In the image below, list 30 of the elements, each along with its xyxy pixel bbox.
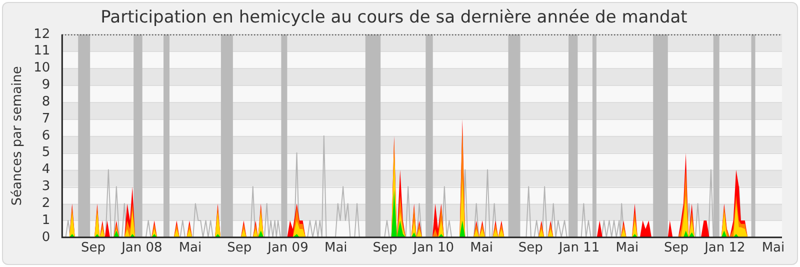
x-tick-label: Mai [762, 240, 785, 256]
x-tick-label: Jan 12 [704, 240, 746, 256]
y-tick-label: 2 [42, 196, 50, 211]
y-axis-title: Séances par semaine [10, 66, 26, 206]
y-tick-label: 12 [34, 26, 50, 42]
x-tick-label: Jan 10 [412, 240, 454, 256]
chart-title: Participation en hemicycle au cours de sa dernière année de mandat [100, 8, 688, 28]
x-tick-label: Mai [324, 240, 348, 256]
x-tick-label: Sep [664, 240, 689, 256]
y-tick-label: 0 [42, 230, 50, 245]
x-tick-label: Mai [470, 240, 493, 256]
y-tick-label: 4 [42, 162, 50, 178]
x-tick-label: Sep [227, 240, 252, 256]
y-tick-label: 6 [42, 128, 50, 144]
x-tick-label: Jan 08 [120, 240, 162, 256]
x-tick-label: Jan 09 [266, 240, 308, 256]
x-tick-label: Jan 11 [558, 240, 600, 256]
x-tick-label: Sep [372, 240, 398, 256]
y-tick-label: 8 [42, 94, 50, 110]
x-tick-label: Mai [178, 240, 202, 256]
x-tick-label: Mai [616, 240, 639, 256]
y-tick-label: 7 [42, 111, 50, 126]
x-tick-label: Sep [81, 240, 106, 256]
x-tick-label: Sep [518, 240, 543, 256]
y-tick-label: 9 [42, 78, 50, 93]
y-tick-label: 3 [42, 179, 50, 194]
y-tick-label: 10 [34, 60, 50, 76]
y-tick-label: 11 [34, 44, 50, 59]
y-tick-label: 5 [42, 145, 50, 160]
y-tick-label: 1 [42, 212, 50, 228]
